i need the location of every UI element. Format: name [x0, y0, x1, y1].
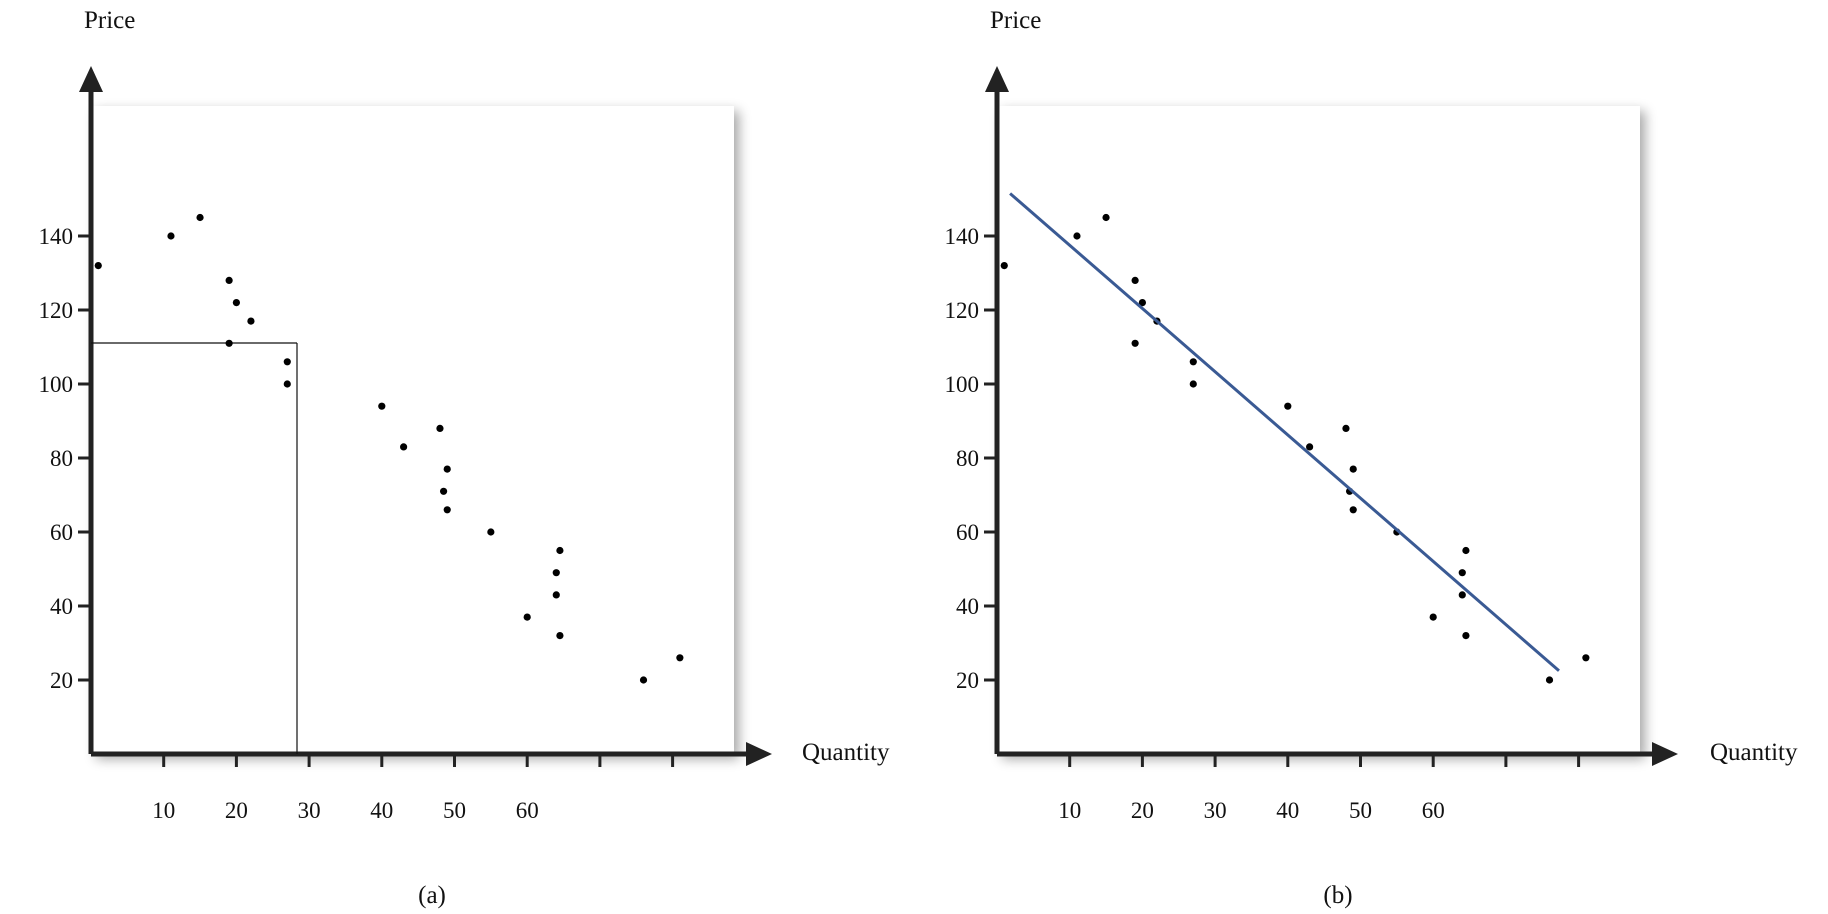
data-point [556, 546, 564, 555]
x-tick-label: 50 [443, 798, 466, 823]
x-axis-arrow-icon [1652, 742, 1678, 766]
x-tick-label: 30 [298, 798, 321, 823]
x-tick-label: 30 [1204, 798, 1227, 823]
x-axis-title: Quantity [802, 739, 890, 766]
panel-label: (b) [1323, 882, 1352, 909]
y-axis-title: Price [990, 7, 1041, 34]
data-point [439, 487, 448, 495]
x-tick-label: 50 [1349, 798, 1372, 823]
y-tick-label: 40 [956, 594, 979, 619]
x-tick-label: 20 [1131, 798, 1154, 823]
data-point [1000, 262, 1008, 270]
data-point [1342, 424, 1350, 432]
x-tick-label: 60 [516, 798, 539, 823]
y-axis-arrow-icon [985, 66, 1009, 92]
y-tick-label: 20 [956, 668, 979, 693]
data-point [225, 276, 233, 284]
data-point [1102, 213, 1110, 222]
x-tick-label: 40 [370, 798, 393, 823]
y-tick-label: 120 [39, 298, 74, 323]
data-point [552, 591, 560, 599]
y-tick-label: 140 [39, 224, 74, 249]
y-axis-arrow-icon [79, 66, 103, 92]
data-point [1189, 358, 1197, 366]
data-point [1131, 339, 1139, 347]
y-tick-label: 120 [945, 298, 980, 323]
data-point [639, 676, 648, 684]
x-tick-label: 60 [1422, 798, 1445, 823]
data-point [1073, 232, 1081, 240]
data-point [676, 654, 684, 662]
x-tick-label: 10 [152, 798, 175, 823]
data-point [1429, 613, 1437, 621]
data-point [167, 232, 175, 240]
data-point [283, 380, 291, 388]
x-tick-label: 10 [1058, 798, 1081, 823]
x-tick-label: 40 [1276, 798, 1299, 823]
y-tick-label: 60 [50, 520, 73, 545]
data-point [225, 339, 233, 347]
data-point [247, 317, 255, 325]
x-tick-label: 20 [225, 798, 248, 823]
data-point [1284, 402, 1292, 410]
data-point [1582, 654, 1590, 662]
y-tick-label: 60 [956, 520, 979, 545]
data-point [487, 528, 495, 536]
data-point [1131, 276, 1139, 284]
data-point [443, 465, 451, 473]
data-point [1458, 591, 1466, 599]
y-tick-label: 80 [50, 446, 73, 471]
plot-frame [997, 106, 1640, 754]
x-axis-title: Quantity [1710, 739, 1798, 766]
data-point [1138, 299, 1146, 307]
y-tick-label: 100 [39, 372, 74, 397]
data-point [1349, 506, 1357, 514]
data-point [1545, 676, 1554, 684]
data-point [443, 506, 451, 514]
trend-line [1009, 192, 1560, 672]
data-point [378, 402, 386, 410]
data-point [400, 443, 408, 451]
y-tick-label: 40 [50, 594, 73, 619]
data-point [283, 358, 291, 366]
data-point [232, 299, 240, 307]
panel-label: (a) [418, 882, 446, 909]
data-point [1462, 546, 1470, 555]
data-point [94, 262, 102, 270]
data-point [523, 613, 531, 621]
x-axis-arrow-icon [746, 742, 772, 766]
data-point [1306, 443, 1314, 451]
data-point [556, 632, 564, 640]
data-point [436, 424, 444, 432]
y-tick-label: 20 [50, 668, 73, 693]
y-tick-label: 100 [945, 372, 980, 397]
y-axis-title: Price [84, 7, 135, 34]
chart-panel-b: 10 20 30 40 50 60 20 40 60 80 100 120 140 Price Qua… [945, 7, 1798, 909]
data-point [1462, 632, 1470, 640]
plot-frame [91, 106, 734, 754]
y-tick-label: 140 [945, 224, 980, 249]
data-point [552, 569, 560, 577]
y-tick-label: 80 [956, 446, 979, 471]
chart-panel-a: 10 20 30 40 50 60 20 40 60 80 100 120 140 Price Qua… [39, 7, 890, 909]
data-point [196, 213, 204, 222]
data-point [1189, 380, 1197, 388]
data-point [1458, 569, 1466, 577]
data-point [1349, 465, 1357, 473]
